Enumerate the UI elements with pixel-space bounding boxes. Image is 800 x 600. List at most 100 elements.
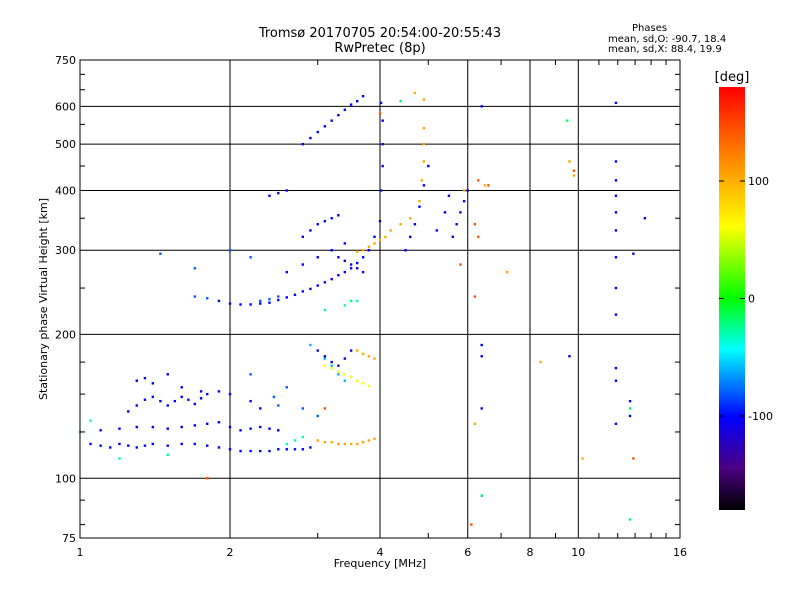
data-point [330, 277, 333, 281]
data-point [301, 142, 305, 146]
data-point [151, 395, 155, 399]
data-point [473, 223, 477, 226]
y-tick-label: 200 [55, 328, 76, 341]
data-point [337, 370, 340, 374]
data-point [330, 364, 333, 367]
data-point [239, 303, 242, 306]
data-point [249, 303, 252, 306]
data-point [418, 205, 421, 208]
data-point [323, 364, 327, 367]
data-point [379, 189, 383, 192]
data-point [301, 435, 305, 439]
data-point [205, 422, 209, 426]
data-point [614, 179, 618, 182]
grid-lines [80, 60, 680, 538]
y-tick-label: 300 [55, 244, 76, 257]
data-point [285, 442, 288, 446]
data-point [217, 299, 221, 303]
data-point [572, 169, 576, 172]
data-point [249, 256, 252, 259]
data-point [420, 179, 423, 182]
data-point [343, 270, 347, 274]
data-point [422, 98, 426, 101]
data-point [268, 194, 271, 197]
data-point [166, 373, 169, 376]
data-point [330, 217, 333, 220]
data-point [330, 249, 333, 252]
colorbar-tick-label: -100 [748, 410, 773, 423]
data-point [193, 402, 197, 406]
data-point [143, 444, 147, 447]
data-point [127, 444, 130, 447]
data-point [361, 382, 365, 385]
data-point [343, 379, 347, 382]
data-point [316, 439, 319, 442]
data-point [217, 421, 221, 424]
data-point [466, 189, 469, 192]
data-point [316, 414, 319, 418]
data-point [632, 457, 635, 460]
data-point [480, 105, 483, 108]
data-point [151, 442, 155, 446]
phases-x-stats: mean, sd,X: 88.4, 19.9 [608, 44, 722, 55]
data-point [349, 103, 353, 106]
data-point [135, 379, 138, 382]
data-point [228, 448, 232, 451]
data-point [239, 449, 242, 453]
data-point [268, 297, 271, 301]
data-point [99, 429, 102, 432]
data-point [413, 223, 417, 226]
data-point [337, 364, 340, 367]
data-point [628, 518, 632, 521]
data-point [451, 235, 455, 239]
data-point [143, 376, 147, 380]
data-point [459, 211, 462, 214]
data-point [343, 242, 347, 245]
colorbar-tick-label: 0 [748, 293, 755, 306]
data-point [323, 281, 327, 284]
data-point [217, 446, 221, 449]
data-point [399, 223, 402, 226]
data-point [323, 440, 327, 444]
data-point [323, 407, 327, 410]
data-point [118, 442, 121, 446]
data-point [628, 414, 632, 418]
data-point [343, 304, 347, 307]
data-point [381, 164, 384, 168]
data-point [89, 419, 92, 422]
data-point [614, 229, 618, 232]
data-point [301, 448, 305, 451]
data-point [572, 174, 576, 177]
data-point [373, 437, 376, 440]
data-point [249, 373, 252, 376]
data-point [643, 217, 647, 220]
data-point [293, 439, 297, 442]
data-point [477, 235, 480, 239]
data-point [285, 189, 288, 192]
data-point [228, 425, 232, 429]
data-point [143, 398, 147, 401]
data-point [199, 390, 203, 393]
x-tick-label: 2 [227, 546, 234, 559]
data-point [293, 448, 297, 451]
data-point [628, 399, 632, 403]
data-point [422, 142, 426, 146]
data-point [323, 125, 327, 128]
data-point [316, 349, 319, 352]
data-point [614, 256, 618, 259]
data-point [301, 235, 305, 239]
data-point [301, 407, 305, 410]
data-point [614, 286, 618, 290]
data-point [301, 263, 305, 266]
data-point [249, 399, 252, 403]
data-point [193, 424, 197, 427]
data-point [480, 494, 483, 497]
data-point [277, 191, 280, 195]
data-point [316, 130, 319, 134]
data-point [361, 352, 365, 356]
data-point [309, 446, 312, 449]
y-tick-label: 750 [55, 54, 76, 67]
data-point [159, 399, 162, 403]
data-point [277, 404, 280, 407]
data-point [367, 384, 371, 388]
